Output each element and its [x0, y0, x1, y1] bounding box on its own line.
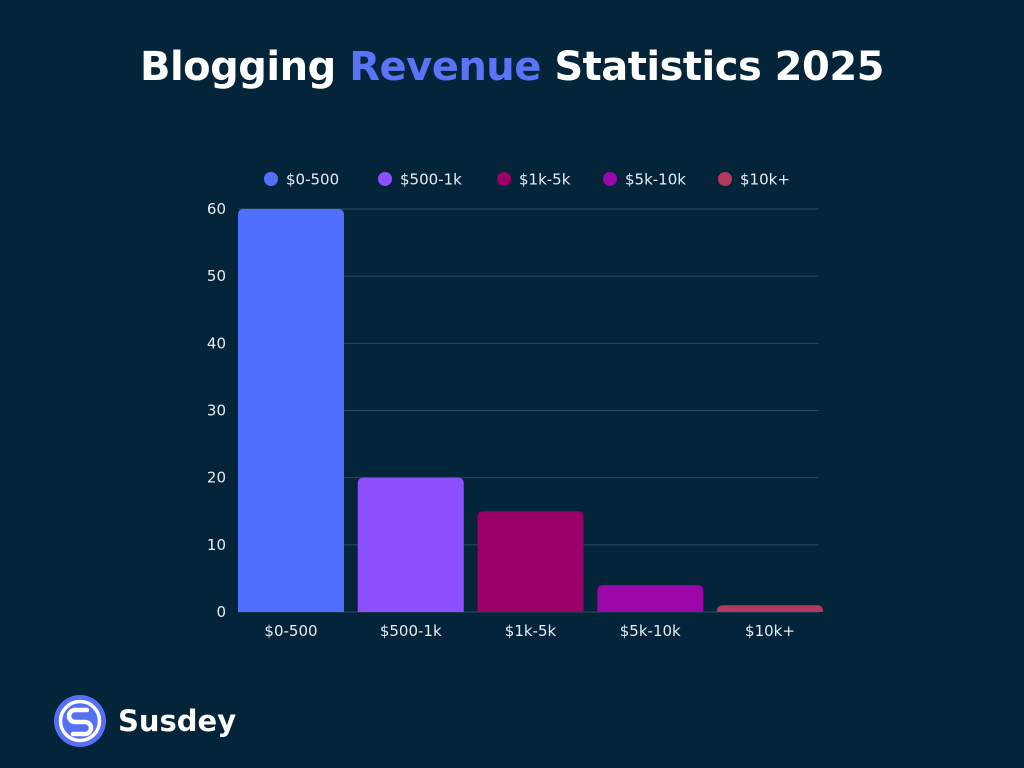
legend-label: $10k+ — [740, 171, 790, 189]
y-tick-label: 60 — [207, 200, 226, 218]
legend-label: $5k-10k — [625, 171, 686, 189]
y-tick-label: 40 — [207, 334, 226, 352]
legend-marker — [497, 172, 511, 186]
x-tick-label: $10k+ — [745, 622, 795, 640]
bar-3 — [477, 511, 584, 612]
bar-2 — [357, 477, 464, 612]
bar-1 — [238, 209, 344, 612]
y-tick-label: 20 — [207, 469, 226, 487]
legend-marker — [378, 172, 392, 186]
y-tick-label: 50 — [207, 267, 226, 285]
x-tick-label: $0-500 — [264, 622, 317, 640]
y-tick-label: 10 — [207, 536, 226, 554]
title-part-2: Statistics 2025 — [540, 44, 884, 90]
susdey-logo-icon — [54, 695, 106, 747]
legend-marker — [718, 172, 732, 186]
title-highlight: Revenue — [349, 44, 541, 90]
x-tick-label: $1k-5k — [505, 622, 557, 640]
y-tick-label: 30 — [207, 402, 226, 420]
brand: Susdey — [54, 695, 236, 747]
legend-marker — [603, 172, 617, 186]
x-tick-label: $5k-10k — [620, 622, 681, 640]
y-tick-label: 0 — [216, 603, 226, 621]
legend-marker — [264, 172, 278, 186]
chart-title: Blogging Revenue Statistics 2025 — [0, 44, 1024, 90]
legend-label: $500-1k — [400, 171, 462, 189]
bar-4 — [597, 585, 704, 612]
bar-5 — [717, 605, 823, 612]
legend-label: $0-500 — [286, 171, 339, 189]
x-tick-label: $500-1k — [380, 622, 442, 640]
legend-label: $1k-5k — [519, 171, 571, 189]
brand-name: Susdey — [118, 704, 237, 738]
title-part-1: Blogging — [139, 44, 350, 90]
